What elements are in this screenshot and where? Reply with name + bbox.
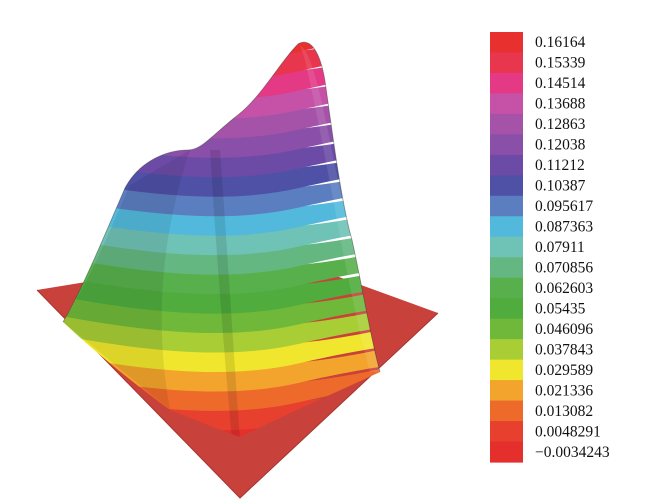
colorbar-label: 0.062603 bbox=[535, 280, 593, 297]
colorbar-label: 0.12863 bbox=[535, 116, 586, 133]
colorbar-label: 0.0048291 bbox=[535, 423, 601, 440]
surface-band bbox=[63, 87, 380, 139]
surface-band bbox=[63, 242, 380, 295]
colorbar-swatch bbox=[490, 72, 523, 95]
colorbar-swatch bbox=[490, 298, 523, 320]
colorbar-swatch bbox=[490, 175, 523, 197]
colorbar-label: 0.046096 bbox=[535, 321, 593, 338]
colorbar-swatch bbox=[490, 318, 523, 340]
surface-band bbox=[63, 223, 380, 275]
colorbar-label: 0.05435 bbox=[535, 300, 586, 317]
colorbar-labels: 0.16164 0.15339 0.14514 0.13688 0.12863 0.120… bbox=[535, 34, 610, 461]
colorbar-swatch bbox=[490, 380, 523, 402]
colorbar-swatch bbox=[490, 441, 523, 463]
colorbar-label: 0.12038 bbox=[535, 137, 586, 154]
colorbar-label: 0.15339 bbox=[535, 55, 586, 72]
colorbar-swatch bbox=[490, 339, 523, 361]
surface-band bbox=[63, 281, 380, 333]
surface-band bbox=[63, 48, 380, 100]
surface-band bbox=[63, 204, 380, 256]
colorbar-label: 0.14514 bbox=[535, 75, 586, 92]
surface-band bbox=[63, 184, 380, 236]
colorbar-label: 0.087363 bbox=[535, 219, 593, 236]
colorbar-swatch bbox=[490, 359, 523, 381]
colorbar bbox=[490, 32, 523, 463]
colorbar-swatch bbox=[490, 400, 523, 422]
surface-band bbox=[63, 42, 380, 61]
colorbar-label: 0.013082 bbox=[535, 403, 593, 420]
surface-band bbox=[63, 301, 380, 353]
colorbar-swatch bbox=[490, 52, 523, 74]
surface-outline bbox=[62, 41, 381, 373]
colorbar-swatch bbox=[490, 134, 523, 156]
surface-band bbox=[63, 262, 380, 314]
colorbar-label: 0.095617 bbox=[535, 198, 593, 215]
surface-shading bbox=[63, 45, 380, 437]
surface-band bbox=[63, 42, 380, 80]
colorbar-label: 0.07911 bbox=[535, 239, 585, 256]
colorbar-label: 0.10387 bbox=[535, 178, 586, 195]
colorbar-swatch bbox=[490, 113, 523, 135]
colorbar-label: 0.029589 bbox=[535, 362, 593, 379]
colorbar-swatch bbox=[490, 195, 523, 217]
surface-band bbox=[63, 165, 380, 217]
colorbar-label: 0.16164 bbox=[535, 34, 586, 51]
surface-band bbox=[63, 67, 380, 119]
colorbar-label: 0.11212 bbox=[535, 157, 585, 174]
colorbar-swatch bbox=[490, 93, 523, 115]
colorbar-label: 0.021336 bbox=[535, 382, 593, 399]
surface-band bbox=[63, 320, 380, 372]
colorbar-swatch bbox=[490, 154, 523, 176]
colorbar-swatch bbox=[490, 32, 523, 54]
colorbar-swatch bbox=[490, 216, 523, 238]
colorbar-swatch bbox=[490, 421, 523, 443]
colorbar-swatch bbox=[490, 236, 523, 258]
colorbar-label: 0.13688 bbox=[535, 96, 586, 113]
colorbar-swatch bbox=[490, 257, 523, 279]
colorbar-swatch bbox=[490, 277, 523, 299]
colorbar-label: 0.037843 bbox=[535, 341, 593, 358]
colorbar-label: 0.070856 bbox=[535, 259, 593, 276]
colorbar-label: −0.0034243 bbox=[535, 444, 610, 461]
